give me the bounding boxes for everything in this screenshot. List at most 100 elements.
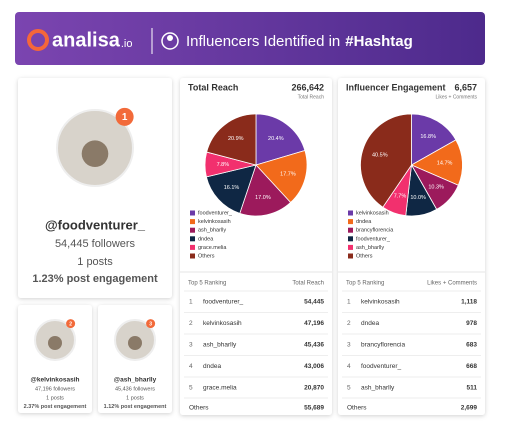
legend-label: dndea: [356, 219, 372, 225]
legend-swatch: [348, 219, 353, 225]
table-header: Likes + Comments: [427, 281, 477, 287]
legend-label: foodventurer_: [356, 236, 391, 242]
value: 683: [466, 342, 477, 349]
rank-badge: [146, 319, 156, 329]
engagement: 1.12% post engagement: [104, 404, 167, 410]
legend-swatch: [348, 253, 353, 259]
pie-slice: [205, 164, 257, 214]
legend-swatch: [190, 210, 195, 216]
panel-total-label: Total Reach: [298, 94, 325, 100]
rank-badge: [115, 107, 134, 126]
slice-label: 16.1%: [224, 185, 240, 191]
slice-label: 7.7%: [394, 194, 407, 200]
panel-title: Influencer Engagement: [346, 82, 446, 92]
legend-swatch: [190, 244, 195, 250]
legend-swatch: [190, 253, 195, 259]
legend-label: foodventurer_: [198, 210, 233, 216]
header-hashtag: #Hashtag: [345, 33, 413, 50]
person-icon: [161, 32, 179, 50]
slice-label: 10.0%: [410, 195, 426, 201]
pie-slice: [255, 150, 308, 204]
value: 511: [467, 385, 478, 392]
avatar-figure: [48, 336, 62, 350]
slice-label: 16.8%: [420, 134, 436, 140]
handle: @foodventurer_: [45, 217, 146, 232]
name: kelvinkosasih: [361, 299, 400, 306]
panel-total: 266,642: [291, 82, 324, 92]
rank: 3: [347, 342, 351, 349]
value: 1,118: [461, 299, 477, 306]
pie-slice: [206, 113, 257, 166]
handle: @kelvinkosasih: [31, 377, 80, 384]
slice-label: 20.4%: [268, 136, 284, 142]
name: ash_bharlly: [361, 385, 395, 392]
name: kelvinkosasih: [203, 320, 242, 327]
name: foodventurer_: [361, 363, 401, 370]
posts: 1 posts: [126, 395, 144, 401]
value: 43,006: [304, 363, 324, 370]
legend-label: dndea: [198, 236, 214, 242]
followers: 45,436 followers: [115, 386, 155, 392]
handle: @ash_bharlly: [114, 377, 157, 384]
legend-label: Others: [198, 253, 215, 259]
legend-swatch: [190, 219, 195, 225]
value: 45,436: [304, 342, 324, 349]
legend-swatch: [190, 227, 195, 233]
person-head: [167, 35, 173, 41]
legend-label: kelvinkosasih: [198, 219, 231, 225]
name: dndea: [361, 320, 379, 327]
others-value: 2,699: [461, 405, 478, 412]
rank: 4: [189, 363, 193, 370]
value: 978: [466, 320, 477, 327]
name: ash_bharlly: [203, 342, 237, 349]
rank: 5: [347, 385, 351, 392]
rank-number: 2: [69, 321, 72, 327]
value: 20,870: [304, 385, 324, 392]
legend-label: Others: [356, 253, 373, 259]
followers: 54,445 followers: [55, 238, 136, 250]
rank: 1: [189, 299, 193, 306]
rank: 5: [189, 385, 193, 392]
pie-slice: [239, 164, 292, 217]
legend-label: brancyflorencia: [356, 228, 394, 234]
legend-swatch: [348, 236, 353, 242]
others-value: 55,689: [304, 405, 324, 412]
rank: 3: [189, 342, 193, 349]
followers: 47,196 followers: [35, 386, 75, 392]
rank: 4: [347, 363, 351, 370]
logo-icon: [27, 29, 49, 51]
slice-label: 17.7%: [280, 171, 296, 177]
rank: 2: [189, 320, 193, 327]
slice-label: 40.5%: [372, 153, 388, 159]
rank-number: 1: [122, 112, 128, 123]
avatar-figure: [81, 140, 109, 167]
name: grace.melia: [203, 385, 237, 392]
logo-text: analisa: [52, 29, 121, 51]
value: 47,196: [304, 320, 324, 327]
posts: 1 posts: [46, 395, 64, 401]
logo-suffix: .io: [121, 38, 133, 50]
table-header: Total Reach: [292, 281, 324, 287]
table-header: Top 5 Ranking: [188, 281, 226, 287]
name: brancyflorencia: [361, 342, 405, 349]
engagement: 2.37% post engagement: [24, 404, 87, 410]
panel-title: Total Reach: [188, 82, 238, 92]
others-label: Others: [347, 405, 367, 412]
posts: 1 posts: [77, 256, 113, 268]
pie-slice: [411, 113, 457, 166]
name: dndea: [203, 363, 221, 370]
name: foodventurer_: [203, 299, 243, 306]
header-title: Influencers Identified in: [186, 33, 340, 50]
rank-badge: [66, 319, 76, 329]
avatar-figure: [128, 336, 142, 350]
slice-label: 14.7%: [437, 161, 453, 167]
engagement: 1.23% post engagement: [32, 273, 158, 285]
others-label: Others: [189, 405, 209, 412]
legend-label: grace.melia: [198, 245, 227, 251]
legend-label: ash_bharlly: [198, 228, 226, 234]
legend-label: kelvinkosasih: [356, 210, 389, 216]
rank-number: 3: [149, 321, 152, 327]
value: 54,445: [304, 299, 324, 306]
rank: 2: [347, 320, 351, 327]
